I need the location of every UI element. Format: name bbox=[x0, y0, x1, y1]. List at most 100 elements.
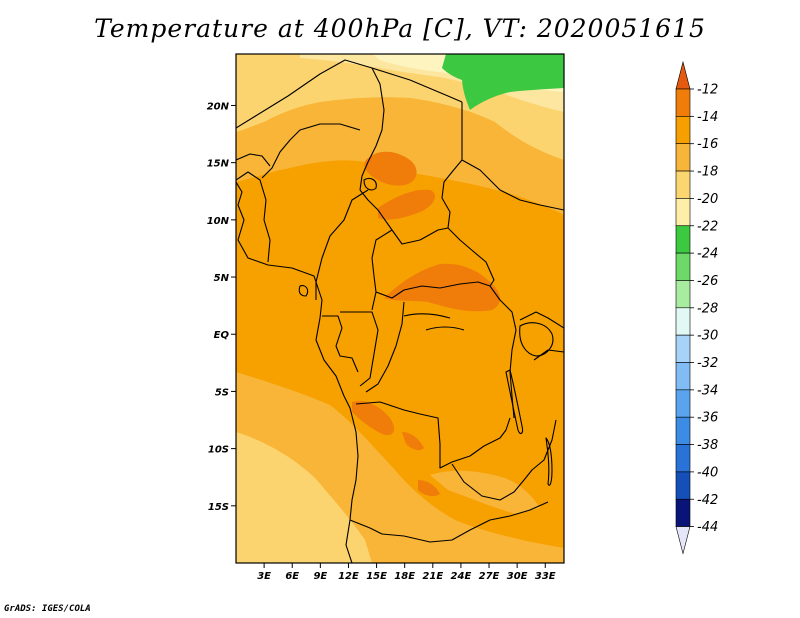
colorbar-label: -16 bbox=[697, 137, 718, 152]
border-congo bbox=[340, 311, 379, 387]
lake-malawi bbox=[545, 437, 553, 486]
x-tick-label: 6E bbox=[285, 571, 299, 582]
colorbar-box bbox=[675, 416, 691, 445]
border-gabon bbox=[322, 315, 359, 373]
colorbar: -12 -14 -16 -18 -20 -22 -24 -26 -28 -30 -32 -34 -36 -… bbox=[675, 60, 718, 555]
colorbar-label: -40 bbox=[697, 465, 718, 480]
colorbar-box bbox=[675, 389, 691, 418]
colorbar-max-triangle bbox=[675, 60, 691, 90]
lake-tanganyika bbox=[505, 369, 524, 435]
colorbar-box bbox=[675, 88, 691, 117]
x-tick-label: 27E bbox=[479, 571, 500, 582]
colorbar-box bbox=[675, 280, 691, 309]
colorbar-label: -32 bbox=[697, 356, 718, 371]
colorbar-label: -30 bbox=[697, 329, 718, 344]
colorbar-label: -18 bbox=[697, 165, 718, 180]
border-car-drc bbox=[375, 281, 491, 299]
colorbar-label: -22 bbox=[697, 219, 718, 234]
border-niger-chad bbox=[359, 67, 385, 191]
colorbar-box bbox=[675, 498, 691, 527]
temperature-field bbox=[236, 54, 564, 563]
grads-credit: GrADS: IGES/COLA bbox=[4, 604, 91, 614]
border-nigeria-benin-niger bbox=[261, 123, 361, 179]
colorbar-min-triangle bbox=[675, 526, 691, 555]
x-tick-label: 12E bbox=[338, 571, 359, 582]
y-tick-label: 10S bbox=[208, 445, 229, 456]
river-congo bbox=[403, 313, 465, 331]
shade-m16-south-patch bbox=[430, 470, 540, 514]
colorbar-label: -34 bbox=[697, 383, 718, 398]
shade-m12-south bbox=[418, 480, 440, 497]
shade-m12-chad bbox=[378, 189, 435, 220]
shade-m12-sahel bbox=[364, 151, 417, 186]
x-tick-label: 21E bbox=[422, 571, 443, 582]
colorbar-box bbox=[675, 444, 691, 473]
x-tick-label: 3E bbox=[257, 571, 271, 582]
colorbar-box bbox=[675, 334, 691, 363]
colorbar-box bbox=[675, 225, 691, 254]
colorbar-label: -42 bbox=[697, 493, 718, 508]
shade-m12-angola bbox=[352, 400, 395, 436]
colorbar-label: -24 bbox=[697, 247, 718, 262]
border-west-interior bbox=[236, 171, 271, 263]
colorbar-label: -14 bbox=[697, 110, 718, 125]
shade-m12-zambia bbox=[402, 432, 424, 451]
colorbar-label: -20 bbox=[697, 192, 718, 207]
colorbar-box bbox=[675, 252, 691, 281]
y-tick-label: 5S bbox=[215, 387, 229, 398]
colorbar-box bbox=[675, 170, 691, 199]
shade-m18-south bbox=[236, 432, 372, 563]
colorbar-box bbox=[675, 307, 691, 336]
border-uganda-kenya bbox=[519, 311, 564, 329]
y-tick-label: 15S bbox=[208, 502, 229, 513]
coastline-west-africa bbox=[236, 181, 359, 563]
lake-chad bbox=[363, 177, 377, 191]
x-tick-label: 30E bbox=[507, 571, 528, 582]
border-drc-east bbox=[489, 285, 517, 419]
shade-m24-north bbox=[442, 54, 564, 110]
x-tick-label: 33E bbox=[535, 571, 556, 582]
border-angola-namibia bbox=[349, 519, 383, 535]
border-east-africa bbox=[461, 159, 564, 211]
colorbar-box bbox=[675, 471, 691, 500]
border-congo-drc bbox=[365, 301, 405, 393]
borders-layer bbox=[236, 59, 564, 563]
border-libya-chad bbox=[371, 67, 463, 103]
border-cameroon-car bbox=[371, 229, 393, 311]
x-tick-label: 18E bbox=[394, 571, 415, 582]
border-tanzania bbox=[533, 349, 564, 361]
lake-victoria bbox=[519, 322, 554, 357]
colorbar-label: -38 bbox=[697, 438, 718, 453]
lake-volta bbox=[298, 285, 309, 297]
x-tick-label: 15E bbox=[366, 571, 387, 582]
border-nigeria-cameroon bbox=[315, 189, 369, 300]
y-tick-label: 15N bbox=[207, 159, 230, 170]
colorbar-box bbox=[675, 362, 691, 391]
x-tick-label: 24E bbox=[451, 571, 472, 582]
border-zambia-south bbox=[381, 501, 549, 543]
y-axis: 20N 15N 10N 5N EQ 5S 10S 15S bbox=[207, 101, 236, 513]
border-chad-car bbox=[359, 189, 449, 245]
border-drc-zambia bbox=[451, 417, 511, 463]
colorbar-label: -36 bbox=[697, 411, 718, 426]
colorbar-label: -26 bbox=[697, 274, 718, 289]
colorbar-label: -28 bbox=[697, 301, 718, 316]
colorbar-label: -44 bbox=[697, 520, 718, 535]
border-mali-niger bbox=[236, 59, 373, 129]
border-mozambique bbox=[523, 419, 557, 481]
y-tick-label: EQ bbox=[214, 330, 230, 341]
y-tick-label: 5N bbox=[214, 273, 230, 284]
y-tick-label: 10N bbox=[207, 216, 230, 227]
colorbar-label: -12 bbox=[697, 83, 718, 98]
y-tick-label: 20N bbox=[207, 101, 230, 112]
map-title: Temperature at 400hPa [C], VT: 202005161… bbox=[94, 14, 706, 43]
colorbar-box bbox=[675, 116, 691, 144]
x-axis: 3E 6E 9E 12E 15E 18E 21E 24E 27E 30E 33E bbox=[257, 563, 556, 582]
border-car-sudan bbox=[447, 227, 495, 287]
colorbar-box bbox=[675, 198, 691, 227]
x-tick-label: 9E bbox=[313, 571, 327, 582]
border-zambia-zim bbox=[451, 463, 525, 501]
plot-frame bbox=[235, 53, 565, 564]
border-burkina bbox=[236, 153, 271, 167]
